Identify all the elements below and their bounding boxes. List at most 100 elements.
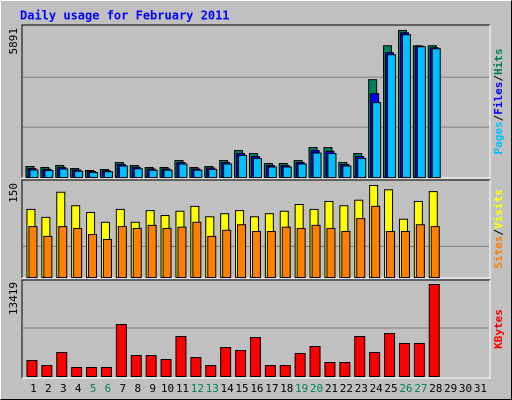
x-tick-label: 12: [191, 382, 204, 395]
bar: [175, 336, 187, 378]
bar: [430, 226, 440, 279]
bar: [223, 163, 233, 178]
bar: [267, 166, 277, 179]
bar: [339, 362, 351, 377]
x-tick-label: 21: [325, 382, 338, 395]
bar: [279, 365, 291, 378]
panel-border-dark: [21, 179, 490, 278]
bar: [386, 231, 396, 278]
bar: [415, 224, 425, 278]
bar: [341, 231, 351, 278]
bar: [369, 352, 381, 378]
bar: [281, 226, 291, 278]
bar: [43, 235, 53, 278]
bar: [147, 224, 157, 279]
x-tick-label: 25: [384, 382, 397, 395]
bar: [264, 365, 276, 378]
bar: [400, 231, 410, 278]
bar: [384, 333, 396, 377]
bar: [102, 238, 112, 278]
panel-border-dark: [21, 24, 490, 178]
bar: [387, 54, 397, 178]
bar: [192, 221, 202, 279]
bar: [297, 163, 307, 178]
bar: [115, 324, 127, 377]
bar: [103, 171, 113, 179]
x-tick-label: 3: [60, 382, 67, 395]
bar: [357, 158, 367, 178]
bar: [222, 229, 232, 278]
bar: [117, 226, 127, 279]
bar: [26, 360, 38, 377]
legend-entry: Files: [492, 82, 505, 115]
bar: [71, 367, 83, 378]
legend-entry: Sites: [492, 236, 505, 269]
x-tick-label: 15: [235, 382, 248, 395]
panel-border-light: [22, 280, 491, 379]
y-tick-label: 13419: [7, 282, 20, 315]
bar: [237, 224, 247, 278]
x-tick-label: 19: [295, 382, 308, 395]
x-tick-label: 14: [221, 382, 235, 395]
bar: [118, 165, 128, 178]
bar: [59, 168, 69, 178]
bar: [371, 205, 381, 278]
legend: KBytes: [492, 309, 505, 349]
legend-entry: Visits: [492, 189, 505, 229]
x-tick-label: 8: [134, 382, 141, 395]
x-tick-label: 9: [149, 382, 156, 395]
x-tick-label: 29: [444, 382, 457, 395]
bar: [56, 352, 68, 378]
x-tick-label: 24: [370, 382, 384, 395]
x-tick-label: 20: [310, 382, 323, 395]
bar: [342, 165, 352, 178]
x-tick-label: 28: [429, 382, 442, 395]
bar: [28, 226, 38, 279]
bar: [413, 343, 425, 378]
bar: [431, 48, 441, 178]
bar: [252, 158, 262, 178]
bar: [312, 152, 322, 178]
bar: [162, 227, 172, 278]
bar: [327, 153, 337, 178]
bar: [163, 169, 173, 178]
bar: [220, 346, 232, 377]
bar: [178, 163, 188, 178]
bar: [208, 169, 218, 179]
legend-separator: /: [492, 229, 505, 236]
bar: [41, 365, 53, 378]
x-tick-label: 30: [459, 382, 472, 395]
bar: [130, 355, 142, 377]
x-tick-label: 11: [176, 382, 189, 395]
bar: [238, 155, 248, 178]
bar: [372, 102, 382, 178]
bar: [177, 226, 187, 278]
x-tick-label: 4: [75, 382, 82, 395]
bar: [88, 234, 98, 278]
bar: [190, 357, 202, 377]
x-tick-label: 13: [206, 382, 219, 395]
bar: [44, 170, 54, 179]
x-tick-label: 7: [120, 382, 127, 395]
bar: [207, 235, 217, 278]
bar: [29, 169, 39, 179]
bar: [428, 284, 440, 377]
x-tick-label: 2: [45, 382, 52, 395]
x-tick-label: 26: [399, 382, 412, 395]
bar: [282, 166, 292, 179]
x-tick-label: 10: [161, 382, 174, 395]
y-tick-label: 5891: [7, 28, 20, 55]
bar: [249, 336, 261, 378]
x-tick-label: 17: [265, 382, 278, 395]
x-tick-label: 1: [30, 382, 37, 395]
legend-separator: /: [492, 114, 505, 121]
bar: [235, 350, 247, 378]
legend-entry: Hits: [492, 49, 505, 76]
x-tick-label: 31: [474, 382, 487, 395]
x-tick-label: 22: [340, 382, 353, 395]
bar: [294, 353, 306, 377]
bar: [133, 168, 143, 179]
x-tick-label: 23: [355, 382, 368, 395]
x-tick-label: 6: [105, 382, 112, 395]
